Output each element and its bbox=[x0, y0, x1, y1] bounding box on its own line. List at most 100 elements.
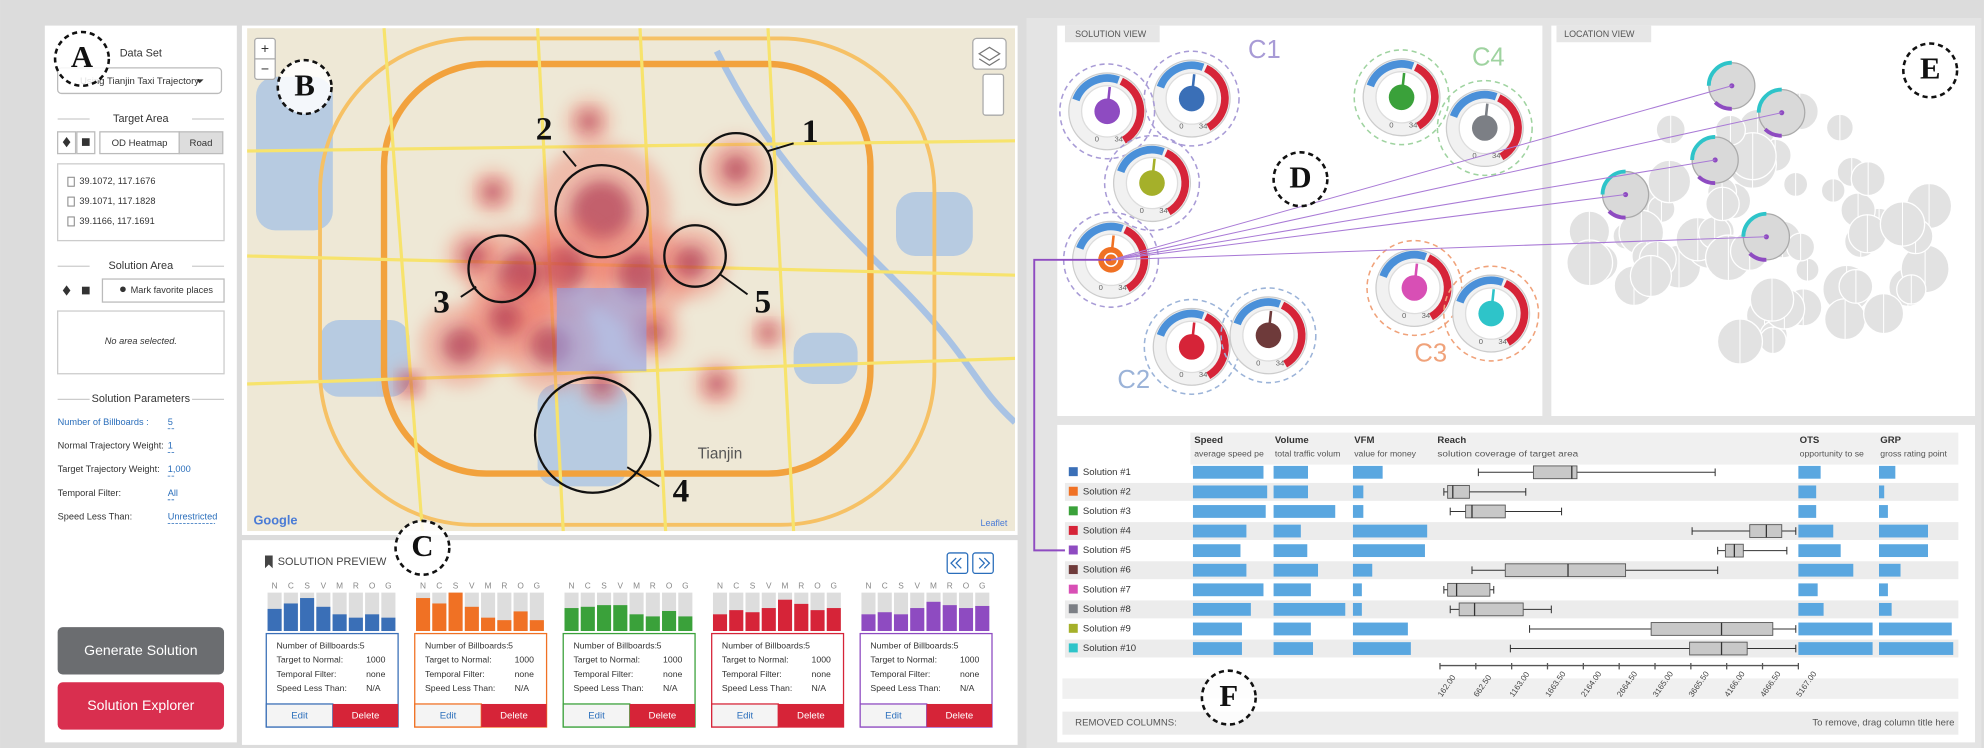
coordinate-box bbox=[57, 163, 225, 242]
metric-bar bbox=[513, 611, 528, 632]
mark-button[interactable] bbox=[101, 278, 225, 303]
metric-letter: S bbox=[601, 580, 607, 590]
parameter-value[interactable]: Unrestricted bbox=[168, 512, 218, 522]
metric-letter: V bbox=[914, 580, 920, 590]
metric-bar bbox=[381, 617, 396, 632]
metric-bar bbox=[1192, 602, 1251, 616]
row-name: Solution #3 bbox=[1083, 506, 1131, 517]
field-value: none bbox=[812, 669, 831, 679]
metric-bar bbox=[1879, 602, 1892, 616]
cluster-label: C2 bbox=[1117, 366, 1150, 394]
coordinate: 39.1071, 117.1828 bbox=[79, 196, 155, 206]
metric-bar bbox=[1192, 642, 1242, 655]
nav-button[interactable] bbox=[972, 552, 994, 575]
button-label: Delete bbox=[352, 711, 380, 722]
zoom-in[interactable]: + bbox=[261, 40, 269, 56]
metric-bar bbox=[712, 614, 728, 632]
field-label: Target to Normal: bbox=[573, 655, 640, 665]
column-title[interactable]: VFM bbox=[1354, 435, 1374, 446]
gauge-center bbox=[1178, 85, 1205, 112]
draw-control[interactable] bbox=[982, 73, 1005, 116]
metric-bar bbox=[316, 606, 331, 632]
field-value: N/A bbox=[812, 683, 827, 693]
column-description: opportunity to se bbox=[1800, 449, 1864, 459]
gauge-arc bbox=[1164, 149, 1190, 216]
delete-button[interactable] bbox=[332, 703, 399, 728]
box bbox=[1689, 641, 1748, 656]
field-label: Target to Normal: bbox=[277, 655, 344, 665]
metric-bar bbox=[1879, 583, 1888, 597]
parameter-value[interactable]: 1 bbox=[168, 440, 173, 450]
cluster-outline bbox=[1220, 287, 1317, 384]
color-swatch bbox=[1068, 565, 1078, 575]
metric-letter: O bbox=[666, 580, 673, 590]
annotation-letter: F bbox=[1219, 679, 1238, 713]
color-swatch bbox=[1068, 643, 1078, 653]
marker-icon bbox=[67, 196, 75, 207]
metric-bar bbox=[761, 608, 776, 632]
zoom-out[interactable]: − bbox=[261, 60, 269, 76]
region-number: 4 bbox=[673, 473, 690, 510]
field-value: none bbox=[663, 669, 682, 679]
parameter-value[interactable]: 1,000 bbox=[168, 464, 191, 474]
nav-button[interactable] bbox=[946, 552, 969, 575]
annotation-circle bbox=[394, 519, 451, 576]
gauge-arc bbox=[1366, 60, 1415, 88]
title-tab bbox=[1064, 25, 1160, 43]
box bbox=[1650, 622, 1774, 636]
generate-button[interactable] bbox=[57, 627, 225, 675]
metric-bar bbox=[1879, 505, 1888, 518]
column-title[interactable]: Volume bbox=[1275, 435, 1309, 446]
location-arc bbox=[1706, 60, 1732, 86]
column-title[interactable]: GRP bbox=[1880, 435, 1901, 446]
field-label: Temporal Filter: bbox=[573, 669, 633, 679]
metric-bar bbox=[958, 608, 974, 632]
explorer-button[interactable] bbox=[57, 682, 225, 730]
gauge-center bbox=[1471, 115, 1498, 141]
metric-bar bbox=[877, 612, 892, 632]
gauge-arc bbox=[1156, 61, 1205, 89]
gauge-arc bbox=[1456, 276, 1504, 304]
column-title[interactable]: OTS bbox=[1800, 435, 1820, 446]
field-value: 1000 bbox=[960, 655, 979, 665]
metric-bar bbox=[1192, 583, 1264, 597]
map-panel: Tianjin Google Leaflet + − 1 2 3 4 5 bbox=[241, 25, 1018, 536]
metric-bar bbox=[432, 603, 447, 632]
heat-core bbox=[721, 154, 751, 184]
column-description: total traffic volum bbox=[1275, 449, 1341, 459]
coordinate: 39.1072, 117.1676 bbox=[79, 176, 155, 186]
metric-bar bbox=[464, 606, 479, 632]
metric-bar bbox=[1798, 505, 1817, 518]
layer-control[interactable] bbox=[972, 37, 1007, 70]
gauge-label: 34 bbox=[1199, 370, 1208, 379]
parameter-value[interactable]: 5 bbox=[168, 417, 173, 427]
heat-core bbox=[617, 252, 663, 298]
metric-letter: G bbox=[534, 580, 540, 590]
toggle-button[interactable] bbox=[178, 131, 224, 155]
title-tab bbox=[1556, 25, 1652, 43]
gauge-arc bbox=[1156, 309, 1205, 338]
field-value: 1000 bbox=[663, 655, 682, 665]
metric-letter: C bbox=[733, 580, 739, 590]
metric-letter: N bbox=[717, 580, 723, 590]
gauge-label: 0 bbox=[1179, 370, 1183, 379]
delete-button[interactable] bbox=[778, 703, 844, 728]
parameter-value[interactable]: All bbox=[168, 488, 178, 498]
column-title[interactable]: Reach bbox=[1437, 435, 1466, 446]
attribution: Leaflet bbox=[981, 518, 1008, 528]
metric-bar bbox=[481, 617, 496, 632]
section-title: Target Area bbox=[113, 113, 169, 125]
metric-bar bbox=[861, 614, 876, 632]
metric-bar bbox=[1352, 602, 1362, 616]
parameter-label: Normal Trajectory Weight: bbox=[58, 440, 164, 450]
column-title[interactable]: Speed bbox=[1194, 435, 1223, 446]
delete-button[interactable] bbox=[481, 703, 547, 728]
delete-button[interactable] bbox=[629, 703, 696, 728]
field-value: none bbox=[366, 669, 385, 679]
delete-button[interactable] bbox=[926, 703, 992, 728]
metric-bar bbox=[1192, 563, 1247, 577]
arrow bbox=[562, 150, 577, 168]
gauge-label: 0 bbox=[1472, 151, 1476, 160]
annotation-circle bbox=[1272, 151, 1329, 208]
